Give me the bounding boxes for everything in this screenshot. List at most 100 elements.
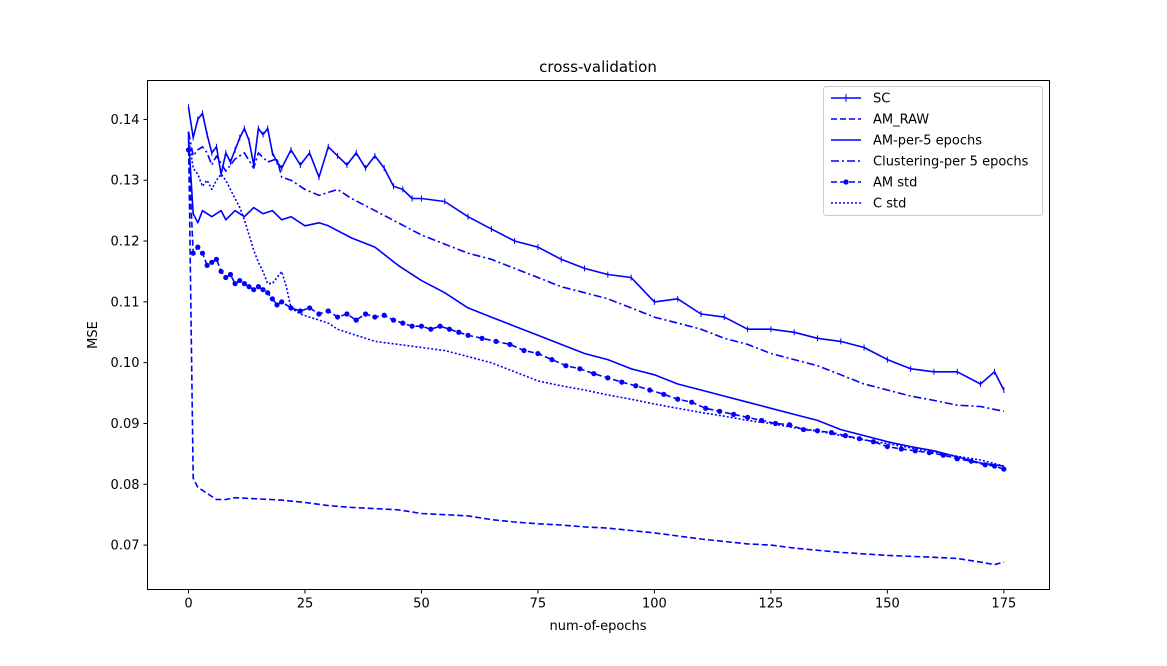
data-point [409, 323, 415, 329]
data-point [246, 284, 252, 290]
series-layer [185, 104, 1007, 566]
data-point [251, 287, 257, 293]
series-line-am-raw [187, 131, 1005, 566]
data-point [814, 428, 821, 434]
y-tick-label: 0.14 [111, 113, 140, 128]
data-point [884, 443, 890, 450]
data-point [255, 284, 261, 290]
data-point [353, 317, 359, 323]
legend-label: AM_RAW [873, 113, 929, 128]
series-line-clustering-per-5-epochs [187, 131, 1004, 413]
data-point [563, 363, 569, 369]
data-point [968, 458, 974, 464]
data-point [493, 338, 499, 344]
y-tick-label: 0.10 [111, 356, 140, 371]
series-am-raw [187, 131, 1005, 566]
x-tick-label: 0 [184, 597, 192, 612]
x-axis-ticks: 0 25 50 75 100 125 150 175 [184, 589, 1016, 612]
data-point [428, 326, 434, 332]
data-point [274, 302, 280, 308]
y-tick-label: 0.12 [111, 235, 140, 250]
data-point [1001, 466, 1007, 472]
series-line-am-std [187, 149, 1005, 470]
legend-label: AM std [873, 176, 917, 191]
legend-item-am-raw: AM_RAW [831, 113, 929, 128]
x-axis-label: num-of-epochs [550, 619, 647, 634]
data-point [334, 314, 341, 320]
data-point [213, 256, 220, 262]
data-point [591, 371, 597, 377]
data-point [362, 311, 369, 317]
data-point [633, 383, 639, 389]
data-point [390, 317, 397, 323]
series-c-std [187, 137, 1005, 467]
y-tick-label: 0.13 [111, 174, 140, 189]
x-tick-label: 100 [642, 597, 667, 612]
data-point [260, 287, 266, 293]
data-point [195, 244, 201, 250]
legend-item-sc: SC [831, 92, 890, 107]
data-point [204, 262, 210, 268]
data-point [199, 250, 206, 256]
legend-label: SC [873, 92, 890, 107]
data-point [605, 375, 611, 381]
data-point [307, 305, 313, 311]
data-point [279, 299, 285, 305]
data-point [400, 320, 406, 326]
data-point [549, 357, 555, 363]
y-tick-label: 0.09 [111, 417, 140, 432]
data-point [954, 456, 960, 462]
y-tick-label: 0.08 [111, 478, 140, 493]
data-point [703, 405, 709, 411]
data-point [465, 332, 471, 338]
data-point [577, 366, 583, 372]
legend-item-am-per-5-epochs: AM-per-5 epochs [831, 134, 982, 149]
data-point [772, 420, 779, 427]
axes-frame [147, 80, 1050, 590]
data-point [325, 308, 331, 314]
x-tick-label: 50 [413, 597, 430, 612]
y-axis-ticks: 0.07 0.08 0.09 0.10 0.11 0.12 0.13 0.14 [111, 113, 148, 554]
series-am-std [185, 147, 1007, 472]
x-tick-label: 150 [875, 597, 900, 612]
data-point [316, 311, 322, 317]
data-point [507, 341, 513, 348]
data-point [269, 296, 275, 302]
data-point [190, 250, 196, 256]
y-axis-label: MSE [86, 321, 101, 349]
series-clustering-per-5-epochs [187, 131, 1004, 413]
data-point [744, 414, 751, 421]
data-point [675, 396, 681, 402]
data-point [446, 326, 453, 332]
series-line-c-std [187, 137, 1005, 467]
data-point [237, 277, 243, 284]
legend-label: Clustering-per 5 epochs [873, 155, 1029, 170]
data-point [786, 422, 793, 428]
legend-item-am-std: AM std [831, 176, 917, 191]
x-tick-label: 125 [758, 597, 783, 612]
data-point [227, 271, 234, 278]
data-point [898, 446, 904, 452]
data-point [418, 323, 425, 329]
series-am-per-5-epochs [187, 137, 1004, 467]
data-point [232, 281, 238, 287]
y-tick-label: 0.07 [111, 539, 140, 554]
data-point [265, 290, 271, 296]
data-point [479, 335, 485, 341]
legend-label: AM-per-5 epochs [873, 134, 982, 149]
data-point [689, 399, 695, 405]
x-tick-label: 25 [297, 597, 314, 612]
legend-label: C std [873, 197, 906, 212]
series-sc [187, 104, 1005, 394]
data-point [218, 268, 224, 275]
data-point [619, 379, 625, 385]
chart-title: cross-validation [539, 58, 657, 76]
data-point [535, 350, 541, 357]
legend-box [823, 86, 1043, 216]
data-point [717, 408, 723, 414]
series-line-sc [187, 107, 1005, 391]
legend-item-c-std: C std [831, 197, 906, 212]
x-tick-label: 175 [991, 597, 1016, 612]
